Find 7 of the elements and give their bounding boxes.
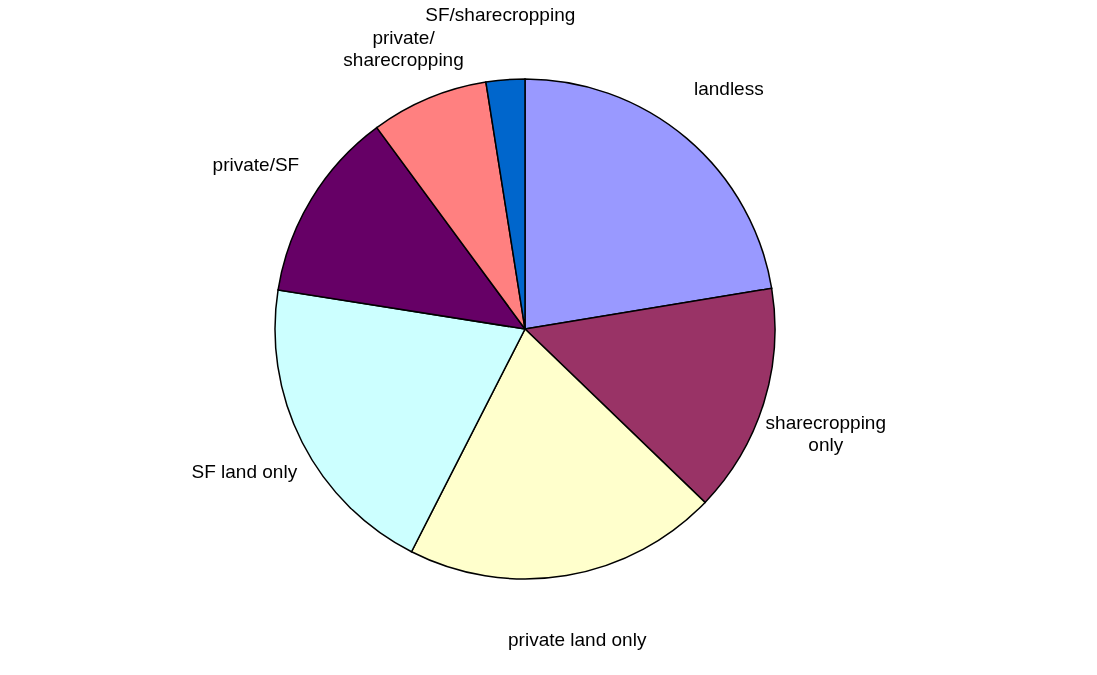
slice-label: private/sharecropping (343, 27, 464, 71)
slice-label: private/SF (212, 154, 300, 176)
slice-label: SF/sharecropping (425, 3, 576, 25)
slice-label: landless (693, 77, 764, 99)
slice-label: sharecropping only (765, 411, 886, 455)
slice-label: SF land only (191, 461, 298, 483)
slice-label: private land only (508, 628, 647, 650)
